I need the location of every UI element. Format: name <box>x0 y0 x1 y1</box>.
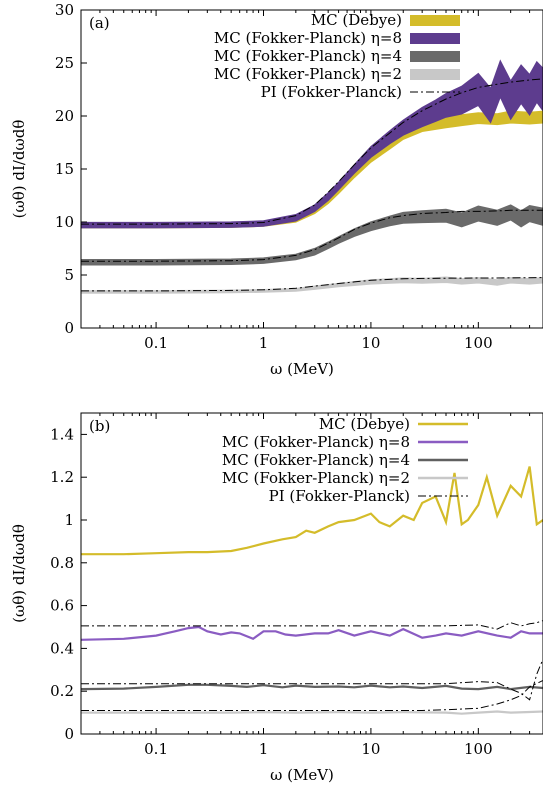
legend: MC (Debye)MC (Fokker-Planck) η=8MC (Fokk… <box>222 415 468 505</box>
series-3 <box>81 204 543 266</box>
series-band <box>81 204 543 266</box>
x-tick-label: 1 <box>259 334 269 352</box>
plot-area <box>81 466 543 715</box>
legend-label: PI (Fokker-Planck) <box>261 83 402 101</box>
y-tick-label: 0.8 <box>50 554 74 572</box>
x-tick-label: 100 <box>464 740 493 758</box>
y-tick-label: 5 <box>64 266 74 284</box>
series-1 <box>81 466 543 556</box>
legend-label: MC (Debye) <box>311 11 402 29</box>
y-tick-label: 1.4 <box>50 425 74 443</box>
y-tick-label: 1 <box>64 511 74 529</box>
x-tick-label: 1 <box>259 740 269 758</box>
series-5 <box>81 78 543 292</box>
series-line <box>81 625 543 641</box>
y-tick-label: 20 <box>55 107 74 125</box>
x-axis-label: ω (MeV) <box>270 766 334 784</box>
legend-swatch <box>410 51 460 62</box>
y-axis-label: (ωθ) dI/dωdθ <box>10 120 28 219</box>
series-3 <box>81 683 543 691</box>
y-tick-label: 0 <box>64 725 74 743</box>
legend-swatch <box>410 15 460 26</box>
legend-label: MC (Fokker-Planck) η=8 <box>214 29 402 47</box>
series-line <box>81 683 543 691</box>
y-tick-label: 0.4 <box>50 639 74 657</box>
series-line <box>81 466 543 556</box>
y-tick-label: 30 <box>55 1 74 19</box>
series-line <box>81 710 543 715</box>
x-tick-label: 10 <box>361 334 380 352</box>
series-line <box>81 620 543 630</box>
series-2 <box>81 625 543 641</box>
legend-label: MC (Fokker-Planck) η=2 <box>214 65 402 83</box>
legend-label: MC (Fokker-Planck) η=8 <box>222 433 410 451</box>
y-tick-label: 0 <box>64 319 74 337</box>
series-5 <box>81 620 543 711</box>
series-line <box>81 277 543 292</box>
legend-label: MC (Fokker-Planck) η=4 <box>214 47 402 65</box>
panel-label: (a) <box>89 14 110 32</box>
legend-label: MC (Fokker-Planck) η=2 <box>222 469 410 487</box>
panel-b-chart: 0 0.2 0.4 0.6 0.8 1 1.2 1.4 0.1 1 10 100 ω (MeV) (ωθ)… <box>10 412 543 784</box>
series-line <box>81 209 543 262</box>
series-line <box>81 78 543 225</box>
legend-swatch <box>410 69 460 80</box>
y-tick-label: 0.6 <box>50 597 74 615</box>
series-line <box>81 658 543 701</box>
y-tick-label: 25 <box>55 54 74 72</box>
panel-a-chart: 0 5 10 15 20 25 30 0.1 1 10 100 ω (MeV) (ωθ) dI/dωdθ… <box>10 1 543 378</box>
legend-label: PI (Fokker-Planck) <box>269 487 410 505</box>
x-tick-label: 100 <box>464 334 493 352</box>
plot-frame <box>80 412 543 735</box>
y-axis-label: (ωθ) dI/dωdθ <box>10 524 28 623</box>
x-axis-label: ω (MeV) <box>270 360 334 378</box>
y-tick-label: 0.2 <box>50 682 74 700</box>
x-tick-label: 0.1 <box>144 334 168 352</box>
series-line <box>81 680 543 711</box>
legend: MC (Debye)MC (Fokker-Planck) η=8MC (Fokk… <box>214 11 460 101</box>
legend-label: MC (Debye) <box>319 415 410 433</box>
y-tick-label: 1.2 <box>50 468 74 486</box>
legend-swatch <box>410 33 460 44</box>
x-tick-label: 10 <box>361 740 380 758</box>
y-tick-label: 10 <box>55 213 74 231</box>
y-tick-label: 15 <box>55 160 74 178</box>
legend-label: MC (Fokker-Planck) η=4 <box>222 451 410 469</box>
panel-label: (b) <box>89 417 110 435</box>
series-4 <box>81 710 543 715</box>
x-tick-label: 0.1 <box>144 740 168 758</box>
plot-area <box>81 59 543 294</box>
